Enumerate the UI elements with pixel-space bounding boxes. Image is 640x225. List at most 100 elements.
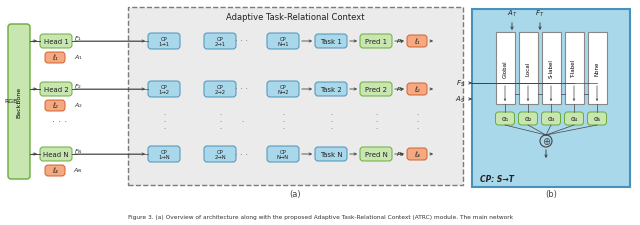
- Text: Task 2: Task 2: [320, 87, 342, 93]
- Bar: [472, 10, 630, 187]
- Text: CP
N→2: CP N→2: [277, 84, 289, 95]
- Text: · · ·: · · ·: [52, 117, 68, 126]
- Text: $P_N$: $P_N$: [396, 150, 404, 159]
- Text: · · ·: · · ·: [236, 37, 248, 46]
- Text: $A_2$: $A_2$: [74, 101, 83, 110]
- FancyBboxPatch shape: [495, 112, 515, 126]
- Text: ℓ₄: ℓ₄: [414, 151, 420, 157]
- Text: ·
·
·: · · ·: [330, 112, 332, 131]
- Text: $A_N$: $A_N$: [73, 166, 83, 175]
- Text: ·
·
·: · · ·: [163, 112, 165, 131]
- Text: $F_1$: $F_1$: [74, 34, 82, 43]
- FancyBboxPatch shape: [315, 35, 347, 49]
- Text: $P_2$: $P_2$: [396, 85, 404, 94]
- Text: α₂: α₂: [524, 116, 532, 122]
- Bar: [495, 33, 515, 105]
- Text: Task 1: Task 1: [320, 39, 342, 45]
- FancyBboxPatch shape: [45, 101, 65, 112]
- FancyBboxPatch shape: [267, 82, 299, 98]
- Text: ·
·
·: · · ·: [375, 112, 377, 131]
- FancyBboxPatch shape: [407, 148, 427, 160]
- Text: CP
2→N: CP 2→N: [214, 149, 226, 160]
- Text: Local: Local: [525, 62, 531, 76]
- FancyBboxPatch shape: [518, 112, 538, 126]
- Text: ℓ₁: ℓ₁: [52, 55, 58, 61]
- Text: Head 2: Head 2: [44, 87, 68, 93]
- Text: S-label: S-label: [548, 59, 554, 78]
- Text: CP
1→1: CP 1→1: [159, 36, 170, 47]
- FancyBboxPatch shape: [8, 25, 30, 179]
- Text: ⊕: ⊕: [542, 136, 550, 146]
- Text: $P_1$: $P_1$: [396, 37, 404, 46]
- FancyBboxPatch shape: [541, 112, 561, 126]
- Text: Head 1: Head 1: [44, 39, 68, 45]
- Text: CP
1→N: CP 1→N: [158, 149, 170, 160]
- Text: ℓ₄: ℓ₄: [52, 168, 58, 174]
- FancyBboxPatch shape: [40, 35, 72, 49]
- Text: ·: ·: [241, 119, 243, 124]
- Text: $A_T$: $A_T$: [507, 9, 517, 19]
- Bar: [518, 33, 538, 105]
- FancyBboxPatch shape: [360, 35, 392, 49]
- Text: (a): (a): [290, 190, 301, 199]
- FancyBboxPatch shape: [267, 34, 299, 50]
- Text: · · ·: · · ·: [236, 150, 248, 159]
- Text: None: None: [595, 62, 600, 76]
- FancyBboxPatch shape: [407, 84, 427, 96]
- FancyBboxPatch shape: [45, 53, 65, 64]
- FancyBboxPatch shape: [204, 82, 236, 98]
- Bar: [541, 33, 561, 105]
- FancyBboxPatch shape: [148, 82, 180, 98]
- Text: CP: S→T: CP: S→T: [480, 175, 514, 184]
- Text: CP
N→N: CP N→N: [277, 149, 289, 160]
- Text: α₄: α₄: [570, 116, 578, 122]
- Text: Task N: Task N: [320, 151, 342, 157]
- FancyBboxPatch shape: [45, 165, 65, 176]
- FancyBboxPatch shape: [40, 83, 72, 97]
- FancyBboxPatch shape: [588, 112, 607, 126]
- Text: $A_S$: $A_S$: [455, 94, 465, 105]
- Text: ℓ₂: ℓ₂: [52, 103, 58, 109]
- Text: Adaptive Task-Relational Context: Adaptive Task-Relational Context: [227, 12, 365, 21]
- FancyBboxPatch shape: [360, 147, 392, 161]
- FancyBboxPatch shape: [360, 83, 392, 97]
- FancyBboxPatch shape: [148, 34, 180, 50]
- FancyBboxPatch shape: [407, 36, 427, 48]
- Text: α₅: α₅: [593, 116, 601, 122]
- FancyBboxPatch shape: [148, 146, 180, 162]
- Text: Head N: Head N: [43, 151, 69, 157]
- Text: Global: Global: [502, 60, 508, 77]
- Text: CP
N→1: CP N→1: [277, 36, 289, 47]
- Text: Pred 1: Pred 1: [365, 39, 387, 45]
- Text: CP
2→2: CP 2→2: [214, 84, 225, 95]
- FancyBboxPatch shape: [564, 112, 584, 126]
- Text: Pred N: Pred N: [365, 151, 387, 157]
- Bar: [564, 33, 584, 105]
- Text: ℓ₁: ℓ₁: [414, 39, 420, 45]
- Text: $F_N$: $F_N$: [74, 147, 83, 156]
- FancyBboxPatch shape: [267, 146, 299, 162]
- Text: Pred 2: Pred 2: [365, 87, 387, 93]
- Text: Backbone: Backbone: [17, 87, 22, 117]
- Text: α₃: α₃: [547, 116, 555, 122]
- Text: $A_1$: $A_1$: [74, 53, 83, 62]
- Text: · · ·: · · ·: [236, 85, 248, 94]
- Bar: [588, 33, 607, 105]
- FancyBboxPatch shape: [315, 147, 347, 161]
- Text: T-label: T-label: [572, 60, 577, 78]
- Text: Figure 3. (a) Overview of architecture along with the proposed Adaptive Task-Rel: Figure 3. (a) Overview of architecture a…: [127, 215, 513, 220]
- FancyBboxPatch shape: [315, 83, 347, 97]
- Text: $F_T$: $F_T$: [535, 9, 545, 19]
- Text: (b): (b): [545, 190, 557, 199]
- Text: CP
1→2: CP 1→2: [159, 84, 170, 95]
- FancyBboxPatch shape: [204, 146, 236, 162]
- Text: CP
2→1: CP 2→1: [214, 36, 225, 47]
- Text: $F_2$: $F_2$: [74, 82, 82, 91]
- FancyBboxPatch shape: [40, 147, 72, 161]
- Text: α₁: α₁: [501, 116, 509, 122]
- Text: ·
·
·: · · ·: [416, 112, 418, 131]
- Text: ·
·
·: · · ·: [219, 112, 221, 131]
- Text: ℓ₂: ℓ₂: [414, 87, 420, 93]
- FancyBboxPatch shape: [204, 34, 236, 50]
- Text: $F_S$: $F_S$: [456, 79, 465, 89]
